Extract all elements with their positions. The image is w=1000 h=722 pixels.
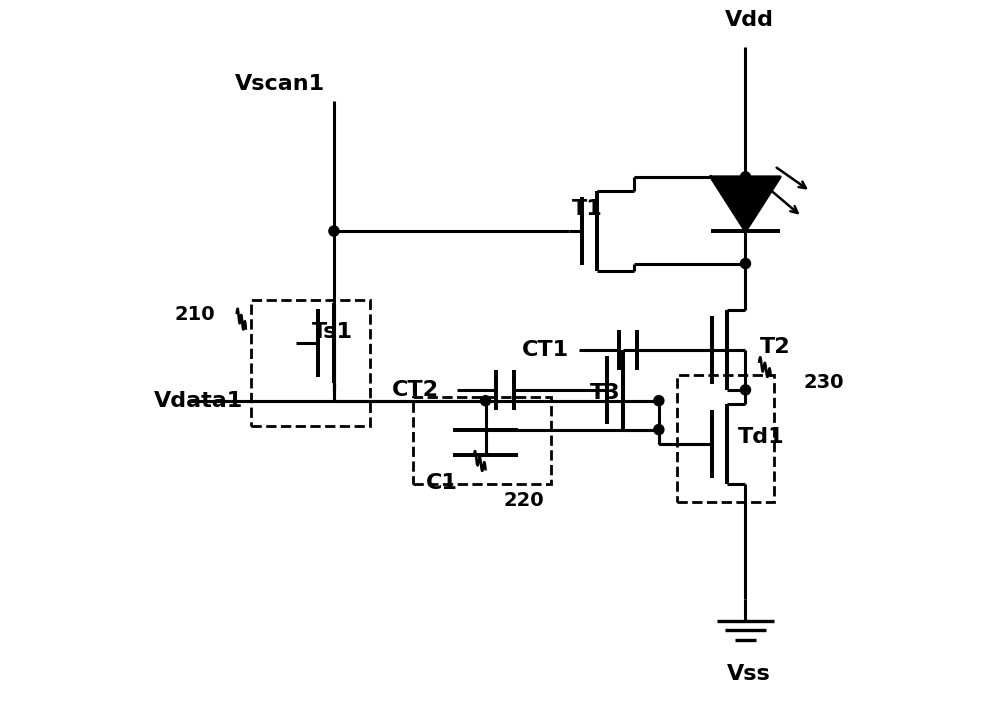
Text: CT2: CT2 xyxy=(392,380,439,400)
Text: 230: 230 xyxy=(803,373,844,392)
Circle shape xyxy=(740,258,751,269)
Circle shape xyxy=(740,385,751,395)
Text: C1: C1 xyxy=(426,473,458,493)
Text: CT1: CT1 xyxy=(521,340,569,360)
Polygon shape xyxy=(711,177,780,231)
Text: Vdd: Vdd xyxy=(725,10,774,30)
Circle shape xyxy=(654,425,664,435)
Text: 220: 220 xyxy=(504,491,544,510)
Text: Vdata1: Vdata1 xyxy=(153,391,243,411)
Circle shape xyxy=(740,172,751,182)
Circle shape xyxy=(329,226,339,236)
Bar xyxy=(251,300,370,426)
Text: T3: T3 xyxy=(590,383,621,404)
Text: Vscan1: Vscan1 xyxy=(235,74,325,94)
Text: Td1: Td1 xyxy=(738,427,785,447)
Text: Ts1: Ts1 xyxy=(312,322,353,342)
Bar xyxy=(413,397,551,484)
Text: T2: T2 xyxy=(760,336,791,357)
Text: 210: 210 xyxy=(174,305,215,323)
Circle shape xyxy=(481,396,491,406)
Circle shape xyxy=(654,396,664,406)
Bar xyxy=(677,375,774,502)
Text: Vss: Vss xyxy=(727,664,771,684)
Text: T1: T1 xyxy=(572,199,603,219)
